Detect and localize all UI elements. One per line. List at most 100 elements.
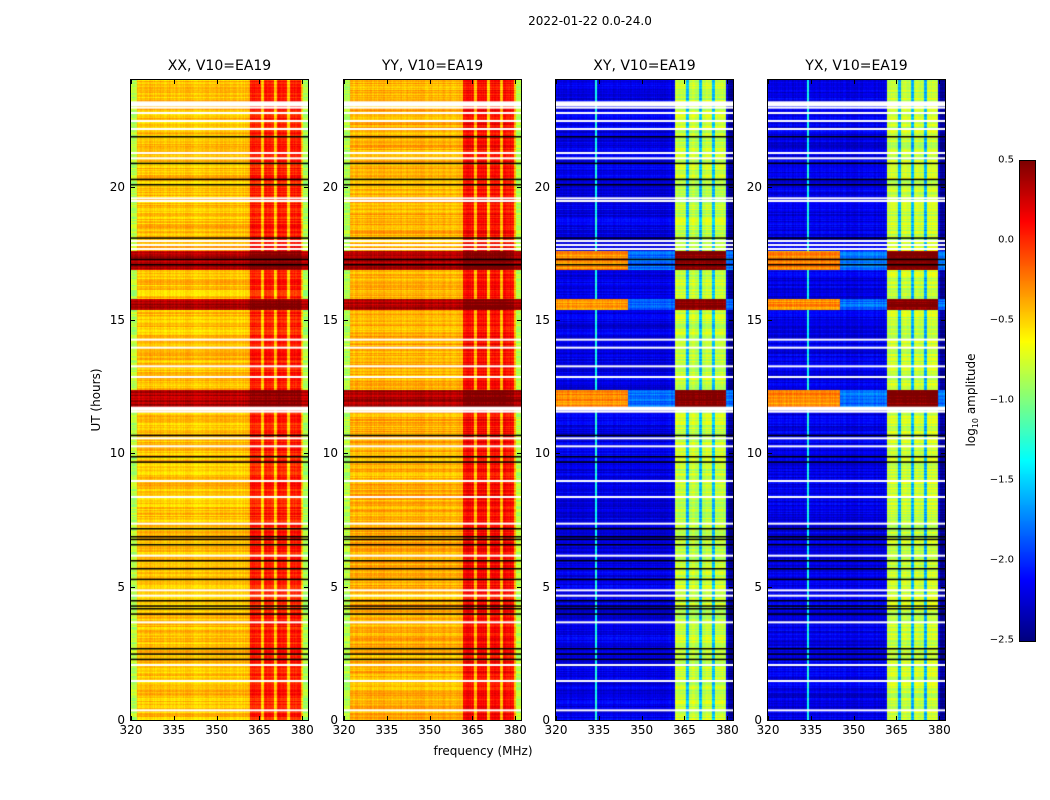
x-tick-mark: [598, 716, 600, 720]
y-tick-mark: [941, 720, 945, 721]
colorbar-tick-label: −0.5: [989, 314, 1014, 326]
colorbar: [1019, 160, 1036, 642]
panel-title: XX, V10=EA19: [167, 58, 272, 74]
x-tick-mark: [939, 80, 941, 84]
y-tick-mark: [131, 720, 135, 721]
x-tick-mark: [131, 80, 132, 84]
y-tick-label: 10: [109, 446, 125, 461]
x-tick-mark: [768, 80, 769, 84]
y-tick-label: 15: [322, 313, 338, 327]
y-tick-mark: [768, 720, 772, 721]
heatmap-image: [131, 80, 308, 720]
colorbar-tick-label: −2.5: [989, 634, 1014, 646]
x-tick-mark: [131, 716, 132, 720]
y-tick-mark: [517, 720, 521, 721]
y-tick-mark: [941, 586, 945, 588]
x-tick-mark: [472, 716, 474, 720]
y-tick-label: 5: [330, 579, 338, 594]
figure-title: 2022-01-22 0.0-24.0: [528, 14, 652, 28]
y-tick-label: 10: [322, 446, 338, 461]
y-tick-mark: [517, 586, 521, 588]
x-tick-label: 320: [119, 723, 143, 737]
x-tick-mark: [853, 80, 855, 84]
x-tick-mark: [556, 716, 557, 720]
x-tick-mark: [429, 716, 431, 720]
y-tick-label: 0: [542, 713, 550, 727]
y-tick-mark: [941, 453, 945, 455]
x-tick-mark: [598, 80, 600, 84]
colorbar-label: log10 amplitude: [963, 353, 981, 447]
x-tick-mark: [515, 716, 517, 720]
panel-title: YY, V10=EA19: [381, 58, 484, 74]
y-tick-mark: [344, 186, 348, 188]
panel-title: YX, V10=EA19: [805, 58, 908, 74]
y-tick-label: 10: [534, 446, 550, 461]
y-tick-label: 10: [746, 446, 762, 461]
y-tick-label: 20: [746, 179, 762, 194]
x-tick-label: 335: [162, 723, 186, 737]
x-tick-label: 380: [715, 723, 739, 737]
y-tick-mark: [556, 186, 560, 188]
y-tick-mark: [304, 320, 308, 321]
x-tick-mark: [727, 80, 729, 84]
colorbar-tick-label: −2.0: [989, 554, 1014, 566]
y-tick-label: 15: [534, 313, 550, 327]
x-tick-mark: [556, 80, 557, 84]
y-tick-mark: [768, 453, 772, 455]
y-tick-label: 20: [109, 179, 125, 194]
x-tick-label: 365: [248, 723, 271, 737]
y-tick-mark: [344, 453, 348, 455]
y-tick-mark: [941, 186, 945, 188]
y-tick-mark: [304, 586, 308, 588]
colorbar-gradient: [1020, 161, 1035, 641]
y-tick-mark: [344, 720, 348, 721]
x-tick-mark: [515, 80, 517, 84]
x-tick-label: 350: [205, 723, 229, 737]
y-tick-mark: [304, 720, 308, 721]
y-tick-mark: [131, 586, 135, 588]
y-tick-mark: [304, 186, 308, 188]
y-tick-label: 20: [322, 179, 338, 194]
x-tick-label: 350: [418, 723, 442, 737]
x-tick-mark: [684, 80, 686, 84]
x-tick-label: 350: [842, 723, 866, 737]
heatmap-image: [768, 80, 945, 720]
x-tick-mark: [641, 80, 643, 84]
x-tick-mark: [768, 716, 769, 720]
y-tick-mark: [556, 720, 560, 721]
x-tick-label: 365: [885, 723, 908, 737]
y-tick-label: 5: [542, 579, 550, 594]
x-tick-label: 320: [544, 723, 568, 737]
x-tick-mark: [684, 716, 686, 720]
x-tick-mark: [386, 716, 388, 720]
x-tick-mark: [896, 716, 898, 720]
y-tick-mark: [768, 186, 772, 188]
y-tick-mark: [556, 586, 560, 588]
y-tick-mark: [517, 186, 521, 188]
x-tick-label: 365: [673, 723, 696, 737]
colorbar-tick-label: −1.0: [989, 394, 1014, 406]
x-tick-mark: [259, 80, 261, 84]
heatmap-image: [556, 80, 733, 720]
x-tick-mark: [853, 716, 855, 720]
y-tick-label: 15: [109, 313, 125, 327]
y-tick-mark: [941, 320, 945, 321]
x-tick-label: 350: [630, 723, 654, 737]
heatmap-panel-xx: XX, V10=EA19 320 335 350 365 380 0 5 10 15 20: [110, 58, 314, 737]
y-tick-mark: [304, 453, 308, 455]
x-tick-mark: [173, 716, 175, 720]
y-tick-label: 5: [754, 579, 762, 594]
y-tick-mark: [729, 453, 733, 455]
y-tick-label: 5: [117, 579, 125, 594]
colorbar-tick-label: −1.5: [989, 474, 1014, 486]
x-tick-mark: [259, 716, 261, 720]
x-tick-label: 380: [290, 723, 314, 737]
colorbar-tick-label: 0.5: [998, 154, 1014, 166]
x-tick-mark: [810, 80, 812, 84]
x-tick-mark: [216, 716, 218, 720]
panel-title: XY, V10=EA19: [593, 58, 696, 74]
y-tick-label: 0: [330, 713, 338, 727]
x-tick-label: 335: [587, 723, 611, 737]
y-tick-mark: [729, 586, 733, 588]
x-axis-label: frequency (MHz): [433, 744, 533, 758]
